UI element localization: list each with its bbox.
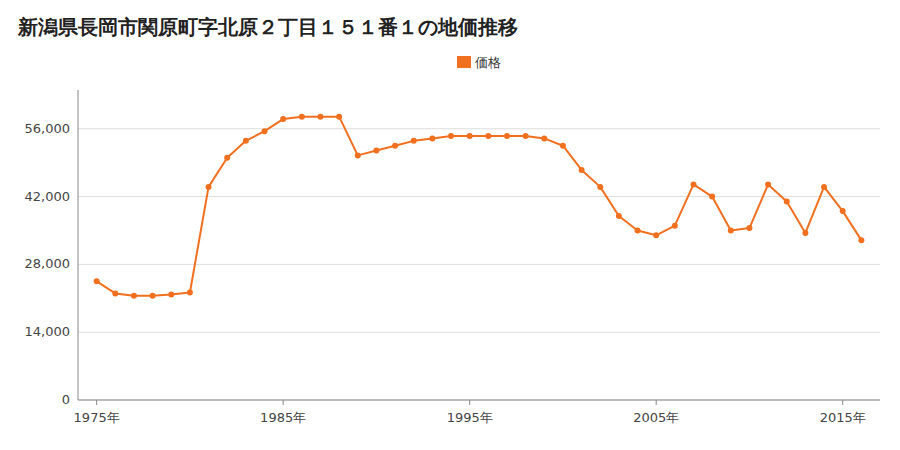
point [597,184,603,190]
point [429,135,435,141]
x-tick [283,400,284,405]
point [336,114,342,120]
grid-line [78,332,880,333]
point [224,155,230,161]
point [746,225,752,231]
point [821,184,827,190]
legend: 価格 [457,55,501,70]
grid-line [78,128,880,129]
point [150,293,156,299]
x-tick-label: 2015年 [820,410,866,425]
point [709,194,715,200]
grid-line [78,196,880,197]
point [262,128,268,134]
x-tick [656,400,657,405]
point [802,230,808,236]
grid [78,129,880,400]
point [504,133,510,139]
point [690,181,696,187]
point [392,143,398,149]
point [467,133,473,139]
point [616,213,622,219]
point [243,138,249,144]
point [728,227,734,233]
y-tick-label: 0 [62,392,70,407]
y-tick-label: 28,000 [25,256,71,271]
y-tick-label: 14,000 [25,324,71,339]
grid-line [78,264,880,265]
point [653,232,659,238]
point [765,181,771,187]
plot-area [94,114,865,299]
point [131,293,137,299]
point [560,143,566,149]
x-tick [96,400,97,405]
point [411,138,417,144]
x-tick-label: 1975年 [74,410,120,425]
point [299,114,305,120]
x-tick [469,400,470,405]
x-tick-label: 1985年 [260,410,306,425]
line [97,117,862,296]
x-tick-label: 2005年 [633,410,679,425]
x-axis-line [78,400,880,401]
x-tick [842,400,843,405]
point [112,290,118,296]
point [858,237,864,243]
point [373,148,379,154]
point [168,291,174,297]
y-tick-label: 42,000 [25,189,71,204]
x-tick-label: 1995年 [447,410,493,425]
point [672,223,678,229]
point [355,152,361,158]
point [784,198,790,204]
point [840,208,846,214]
point [523,133,529,139]
y-tick-label: 56,000 [25,121,71,136]
chart-svg: 新潟県長岡市関原町字北原２丁目１５１番１の地価推移 0 14,000 28,000 42… [0,0,900,450]
point [485,133,491,139]
y-axis-line [78,90,79,400]
point [579,167,585,173]
point [206,184,212,190]
point [94,278,100,284]
title: 新潟県長岡市関原町字北原２丁目１５１番１の地価推移 [17,15,518,39]
point [635,227,641,233]
legend-label: 価格 [475,55,501,70]
legend-swatch [457,56,471,68]
point [317,114,323,120]
point [541,135,547,141]
point [448,133,454,139]
point [280,116,286,122]
point [187,289,193,295]
grid-line [78,400,880,401]
chart-container: 新潟県長岡市関原町字北原２丁目１５１番１の地価推移 0 14,000 28,000 42… [0,0,900,450]
